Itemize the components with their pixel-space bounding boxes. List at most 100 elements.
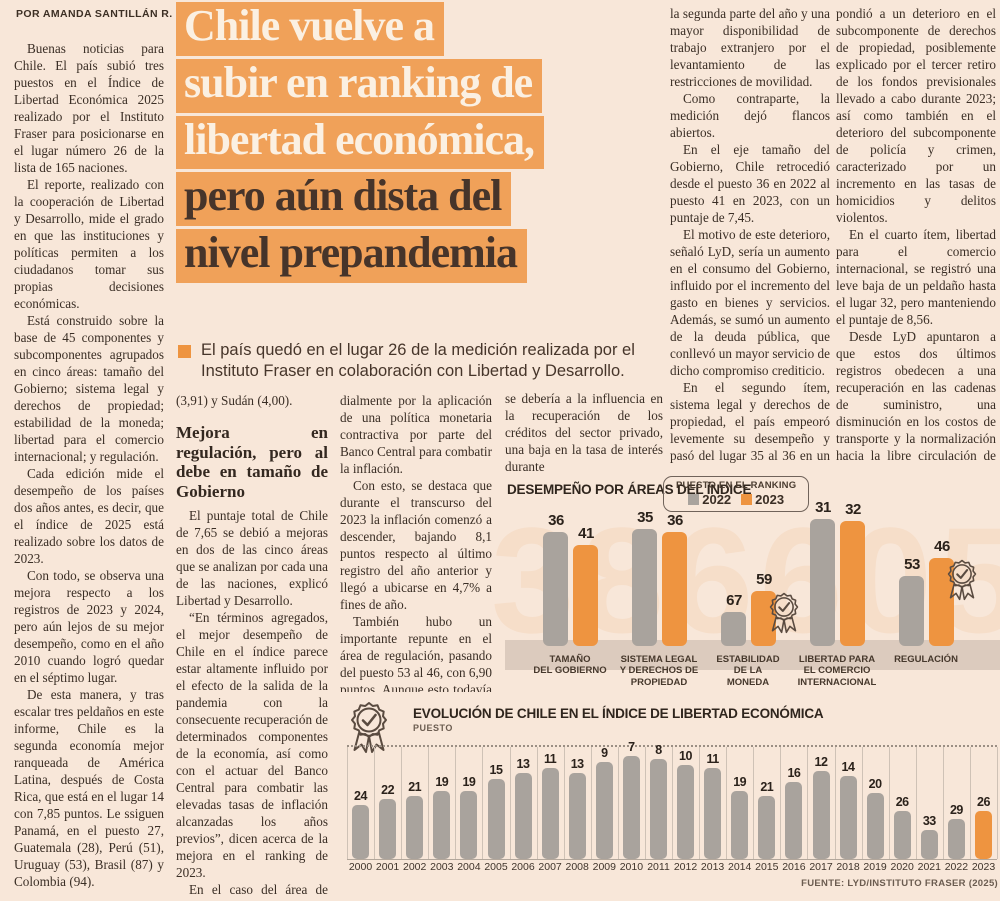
year-label: 2001 xyxy=(375,861,400,873)
gridline xyxy=(644,747,646,859)
gridline xyxy=(509,747,511,859)
gridline xyxy=(347,747,348,859)
bar-value-label: 15 xyxy=(489,763,503,777)
article-column-1: Buenas noticias para Chile. El país subi… xyxy=(14,40,164,888)
legend-label-2023: 2023 xyxy=(755,492,785,507)
bar-value-label: 8 xyxy=(655,743,662,757)
legend-title: PUESTO EN EL RANKING xyxy=(676,480,797,491)
bar-2013 xyxy=(704,768,722,859)
bar-2023 xyxy=(975,811,992,859)
paragraph: Con todo, se observa una mejora respecto… xyxy=(14,568,164,685)
gridline xyxy=(455,747,457,859)
paragraph: El motivo de este deterioro, señaló LyD,… xyxy=(670,227,830,378)
bar-value-label: 41 xyxy=(578,525,594,542)
evolution-chart-plot: 24 22 21 19 19 15 13 11 13 9 7 8 10 11 19 21 16 12 14 20 26 3… xyxy=(347,740,998,860)
gridline xyxy=(726,747,728,859)
legend-swatch-2022-icon xyxy=(688,494,700,505)
category-label: LIBERTAD PARA EL COMERCIO INTERNACIONAL xyxy=(797,654,877,688)
paragraph: En el caso del área de estabilidad de la… xyxy=(189,882,328,898)
paragraph: pondió a un deterioro en el subcomponent… xyxy=(836,6,996,225)
bar-value-label: 32 xyxy=(845,501,861,518)
year-label: 2014 xyxy=(728,861,752,873)
year-label: 2005 xyxy=(484,861,508,873)
bar-2020 xyxy=(893,811,911,859)
bar-2011 xyxy=(650,759,667,859)
year-label: 2009 xyxy=(592,861,616,873)
bar-2004 xyxy=(460,791,478,859)
paragraph: En el eje tamaño del Gobierno, Chile ret… xyxy=(670,142,830,225)
gridline xyxy=(942,747,944,859)
paragraph: (3,91) y Sudán (4,00). xyxy=(176,393,293,408)
column-body: El puntaje total de Chile de 7,65 se deb… xyxy=(176,507,328,898)
year-label: 2006 xyxy=(511,861,535,873)
bar-value-label: 13 xyxy=(516,757,530,771)
year-label: 2021 xyxy=(917,861,941,873)
bar-2023 xyxy=(840,521,865,646)
chart-title: DESEMPEÑO POR ÁREAS DEL ÍNDICE xyxy=(507,482,752,497)
bar-2008 xyxy=(568,773,586,859)
year-label: 2020 xyxy=(890,861,914,873)
byline: POR AMANDA SANTILLÁN R. xyxy=(16,8,173,20)
bar-value-label: 36 xyxy=(667,512,683,529)
bar-2022 xyxy=(721,612,746,646)
bar-value-label: 16 xyxy=(787,766,801,780)
year-label: 2008 xyxy=(565,861,589,873)
bar-2022 xyxy=(810,519,835,646)
bar-2001 xyxy=(379,799,397,859)
year-label: 2017 xyxy=(809,861,833,873)
gridline xyxy=(861,747,863,859)
bar-value-label: 20 xyxy=(868,777,882,791)
bar-2005 xyxy=(487,779,505,859)
headline-line: nivel prepandemia xyxy=(176,229,528,283)
bar-2010 xyxy=(622,756,640,859)
year-label: 2013 xyxy=(700,861,725,873)
bar-value-label: 46 xyxy=(934,538,950,555)
paragraph: Buenas noticias para Chile. El país subi… xyxy=(14,41,164,175)
category-label: REGULACIÓN xyxy=(894,654,958,665)
paragraph: El puntaje total de Chile de 7,65 se deb… xyxy=(176,508,328,609)
gridline xyxy=(915,747,917,859)
gridline xyxy=(374,747,376,859)
bar-2017 xyxy=(812,771,830,859)
gridline xyxy=(807,747,809,859)
year-label: 2012 xyxy=(673,861,698,873)
bar-2019 xyxy=(866,793,884,859)
bullet-square-icon xyxy=(178,345,191,358)
gridline xyxy=(401,747,403,859)
year-label: 2004 xyxy=(457,861,481,873)
legend: PUESTO EN EL RANKING 2022 2023 xyxy=(663,476,810,512)
bar-value-label: 36 xyxy=(548,512,564,529)
bar-value-label: 21 xyxy=(408,780,422,794)
bar-value-label: 12 xyxy=(814,755,828,769)
paragraph: Como contraparte, la medición dejó flanc… xyxy=(670,91,830,140)
gridline xyxy=(699,747,701,859)
bar-value-label: 26 xyxy=(977,795,990,809)
chart-y-label: PUESTO xyxy=(413,723,453,733)
gridline xyxy=(482,747,484,859)
bar-2006 xyxy=(514,773,532,859)
year-label: 2011 xyxy=(647,861,670,873)
paragraph: En el segundo ítem, sistema legal y dere… xyxy=(670,380,830,467)
bar-value-label: 19 xyxy=(435,775,449,789)
paragraph: Está construido sobre la base de 45 comp… xyxy=(14,313,164,464)
bar-2022 xyxy=(899,576,924,646)
paragraph: “En términos agregados, el mejor desempe… xyxy=(176,610,328,881)
bar-2003 xyxy=(433,791,451,859)
standfirst-text: El país quedó en el lugar 26 de la medic… xyxy=(201,341,635,381)
gridline xyxy=(428,747,430,859)
bar-value-label: 26 xyxy=(895,795,909,809)
bar-value-label: 19 xyxy=(733,775,747,789)
bar-2016 xyxy=(785,782,803,859)
paragraph: Desde LyD apuntaron a que estos dos últi… xyxy=(836,329,996,467)
bar-value-label: 24 xyxy=(354,789,367,803)
year-label: 2015 xyxy=(755,861,779,873)
bar-value-label: 33 xyxy=(922,814,936,828)
paragraph: También hubo un importante repunte en el… xyxy=(340,614,492,692)
bar-2022 xyxy=(543,532,568,646)
paragraph: Con esto, se destaca que durante el tran… xyxy=(340,478,492,612)
article-column-3: dialmente por la aplicación de una polít… xyxy=(340,392,492,692)
gridline xyxy=(834,747,836,859)
headline-line: subir en ranking de xyxy=(176,58,543,113)
year-label: 2019 xyxy=(863,861,887,873)
